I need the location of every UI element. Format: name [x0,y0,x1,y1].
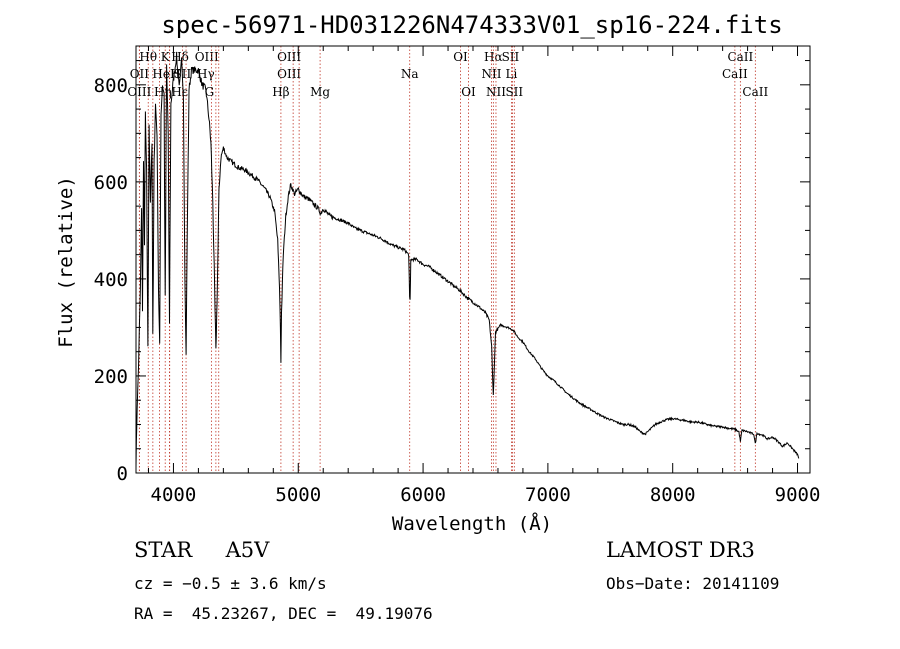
line-marker-label: Hθ [139,50,157,64]
line-marker-label: K [161,50,171,64]
axis-ticks: 4000 5000 6000 7000 8000 9000 0 200 400 600 800 [94,46,821,506]
spectrum-line [135,51,800,468]
line-marker-label: SII [505,85,523,99]
line-marker-label: Hε [171,85,188,99]
line-marker-label: Li [506,67,518,81]
ra-dec-coordinates: RA = 45.23267, DEC = 49.19076 [134,604,433,623]
x-tick-label: 6000 [400,484,446,506]
line-marker-label: Mg [310,85,330,99]
line-marker-label: CaII [727,50,753,64]
y-tick-label: 0 [117,463,128,485]
y-tick-label: 200 [94,366,128,388]
y-axis-label: Flux (relative) [55,176,77,348]
line-marker-label: SII [502,50,520,64]
line-marker-label: OI [461,85,476,99]
observation-date: Obs−Date: 20141109 [606,574,780,593]
x-tick-label: 7000 [525,484,571,506]
redshift-cz: cz = −0.5 ± 3.6 km/s [134,574,327,593]
plot-frame [135,45,811,474]
line-marker-label: H [170,67,180,81]
line-marker-label: Na [401,67,419,81]
x-tick-label: 4000 [151,484,197,506]
x-tick-label: 9000 [775,484,821,506]
line-marker-label: OIII [277,50,301,64]
y-tick-label: 800 [94,75,128,97]
y-tick-label: 600 [94,172,128,194]
line-marker-label: G [205,85,215,99]
line-marker-label: NII [481,67,501,81]
chart-title: spec-56971-HD031226N474333V01_sp16-224.f… [161,11,782,39]
x-tick-label: 5000 [275,484,321,506]
y-tick-label: 400 [94,269,128,291]
line-marker-label: OIII [127,85,151,99]
line-marker-label: NII [486,85,506,99]
line-marker-label: CaII [742,85,768,99]
survey-name: LAMOST DR3 [606,538,755,562]
line-marker-label: CaII [722,67,748,81]
line-marker-label: OIII [277,67,301,81]
x-axis-label: Wavelength (Å) [392,512,552,535]
line-marker-label: OIII [195,50,219,64]
x-tick-label: 8000 [650,484,696,506]
line-marker-label: Hγ [197,67,215,81]
object-class: STAR A5V [134,538,270,562]
line-marker-label: Hα [484,50,503,64]
line-marker-label: OI [453,50,468,64]
line-marker-label: Hβ [272,85,289,99]
line-marker-label: Hδ [171,50,189,64]
